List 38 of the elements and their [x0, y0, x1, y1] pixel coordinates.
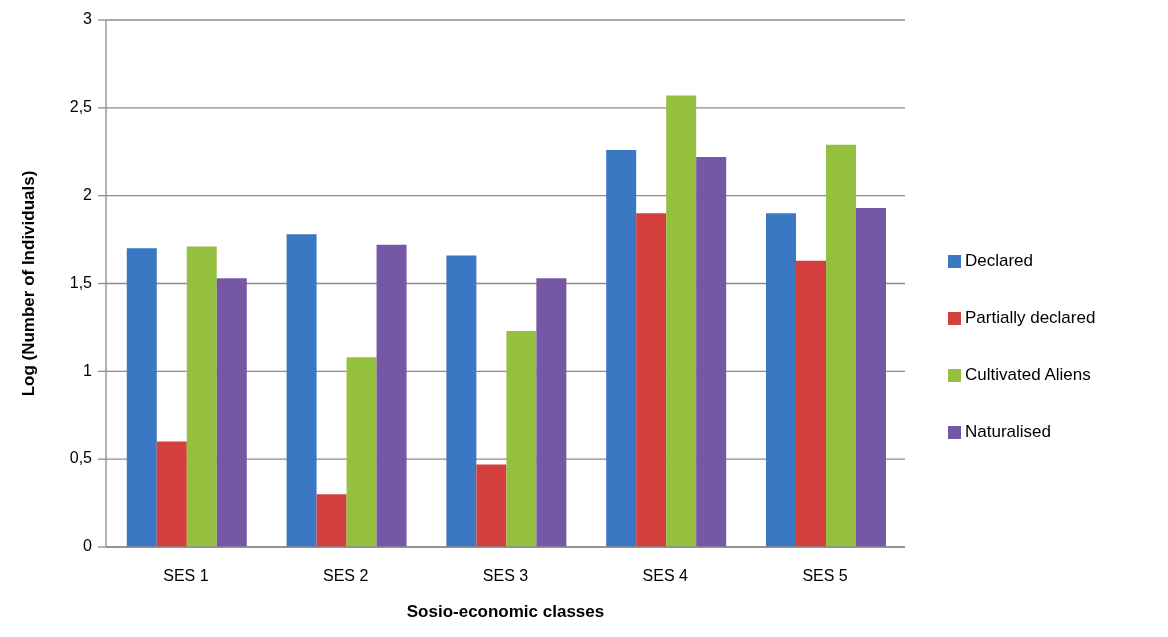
bar [765, 213, 796, 547]
bar [536, 278, 567, 547]
legend-label: Cultivated Aliens [965, 365, 1091, 385]
bar [855, 207, 886, 547]
y-tick-label: 0,5 [69, 449, 93, 467]
x-tick-label: SES 4 [642, 567, 689, 585]
bar [186, 246, 217, 547]
y-tick-label: 2,5 [69, 98, 93, 116]
y-axis-title: Log (Number of Individuals) [19, 170, 39, 397]
bar [636, 213, 667, 547]
bar [666, 95, 697, 547]
x-tick-label: SES 5 [802, 567, 848, 585]
x-tick-label: SES 3 [482, 567, 529, 585]
y-tick-label: 2 [83, 185, 93, 203]
x-axis-title: Sosio-economic classes [406, 602, 605, 622]
y-tick-label: 3 [83, 10, 93, 28]
bar [606, 149, 637, 547]
bar [795, 260, 826, 547]
legend-label: Declared [965, 251, 1034, 271]
y-tick-label: 0 [83, 537, 93, 555]
y-tick-label: 1 [83, 361, 93, 379]
bar [216, 278, 247, 547]
bar [446, 255, 477, 547]
bar [506, 330, 537, 547]
bar [376, 244, 407, 547]
x-tick-label: SES 1 [163, 567, 209, 585]
bar [346, 357, 377, 547]
legend-label: Naturalised [965, 422, 1051, 442]
legend-label: Partially declared [965, 308, 1096, 328]
bar [126, 248, 157, 547]
bar [696, 157, 727, 547]
bar [825, 144, 856, 547]
bar [476, 464, 507, 547]
bar [286, 234, 317, 547]
bar [156, 441, 187, 547]
x-tick-label: SES 2 [323, 567, 369, 585]
bar [316, 494, 347, 547]
y-tick-label: 1,5 [69, 273, 93, 291]
